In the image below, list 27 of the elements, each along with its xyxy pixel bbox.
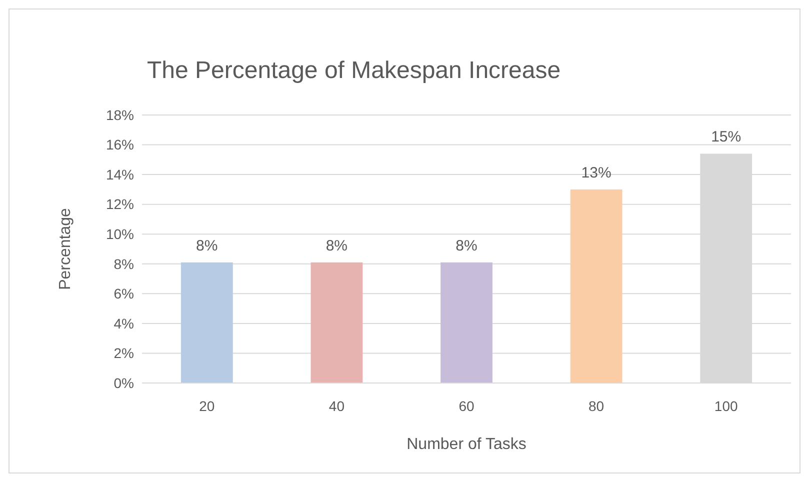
x-tick-label: 20 (199, 398, 215, 414)
y-axis-title: Percentage (57, 208, 74, 290)
data-label: 8% (456, 237, 478, 254)
x-axis-title: Number of Tasks (406, 436, 526, 453)
y-tick-label: 4% (114, 315, 134, 332)
x-tick-label: 60 (458, 398, 474, 414)
bar (570, 189, 622, 383)
y-tick-label: 12% (106, 196, 134, 212)
bar (440, 262, 492, 383)
y-tick-label: 8% (114, 256, 134, 272)
data-label: 8% (326, 237, 348, 254)
data-label: 15% (711, 128, 742, 146)
y-tick-label: 2% (114, 345, 134, 362)
y-tick-label: 10% (106, 226, 134, 242)
chart-title: The Percentage of Makespan Increase (147, 57, 561, 84)
x-tick-label: 100 (714, 398, 738, 414)
y-tick-label: 18% (106, 106, 134, 123)
x-tick-label: 40 (328, 398, 345, 414)
data-label: 13% (581, 164, 612, 182)
bar (180, 262, 233, 383)
data-label: 8% (196, 237, 218, 254)
bar (310, 262, 363, 383)
y-tick-label: 6% (114, 286, 134, 302)
y-tick-label: 14% (106, 166, 134, 182)
y-tick-label: 0% (114, 374, 134, 391)
x-tick-label: 80 (588, 398, 604, 414)
y-tick-label: 16% (106, 136, 134, 153)
